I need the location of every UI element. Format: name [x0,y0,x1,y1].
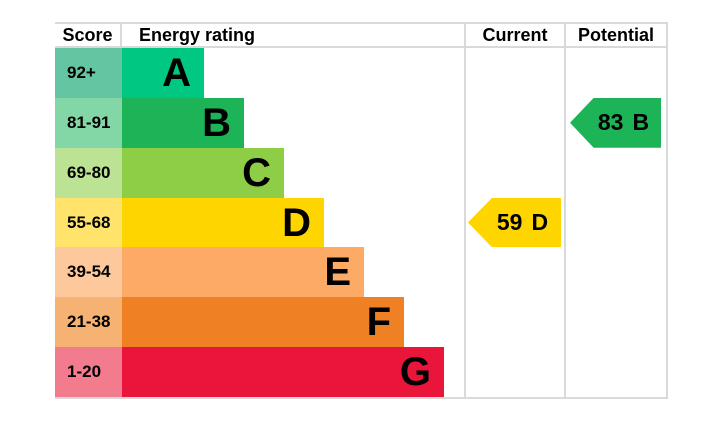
rating-bar-d: D [122,197,324,248]
potential-column-cell [564,247,668,298]
score-column-header: Score [55,24,122,46]
rating-bar-a: A [122,48,204,98]
current-column-header: Current [464,24,564,46]
potential-rating-arrow: 83 B [570,97,661,148]
score-range-a: 92+ [55,48,122,98]
current-column-cell: 59 D [464,197,564,248]
band-letter-b: B [202,100,231,145]
band-rows: 92+ A 81-91 B [55,48,668,399]
band-letter-g: G [399,350,431,395]
band-row-b: 81-91 B 83 B [55,97,668,148]
rating-bar-area: D [122,197,464,248]
current-column-cell [464,297,564,348]
band-row-f: 21-38 F [55,297,668,348]
band-row-d: 55-68 D 59 D [55,197,668,248]
band-letter-f: F [366,300,391,345]
potential-column-cell: 83 B [564,97,668,148]
potential-column-header: Potential [564,24,668,46]
rating-bar-area: F [122,297,464,348]
score-range-f: 21-38 [55,297,122,348]
band-row-e: 39-54 E [55,247,668,298]
band-row-g: 1-20 G [55,347,668,398]
rating-bar-f: F [122,297,404,348]
current-column-cell [464,347,564,398]
current-rating-arrow: 59 D [468,197,561,248]
current-rating-value: 59 [496,209,523,235]
band-row-c: 69-80 C [55,147,668,198]
rating-bar-b: B [122,97,244,148]
current-rating-letter: D [531,209,549,235]
band-letter-d: D [282,200,311,245]
rating-bar-area: A [122,48,464,98]
rating-bar-g: G [122,347,444,398]
rating-bar-area: G [122,347,464,398]
potential-column-cell [564,48,668,98]
rating-bar-e: E [122,247,364,298]
current-column-cell [464,97,564,148]
rating-bar-area: C [122,147,464,198]
band-row-a: 92+ A [55,48,668,98]
score-range-g: 1-20 [55,347,122,398]
band-letter-a: A [162,50,191,95]
current-column-cell [464,48,564,98]
table-header-row: Score Energy rating Current Potential [55,22,668,48]
potential-rating-value: 83 [597,109,624,136]
energy-rating-column-header: Energy rating [139,24,256,45]
current-column-cell [464,247,564,298]
rating-bar-area: B [122,97,464,148]
potential-column-cell [564,197,668,248]
potential-column-cell [564,147,668,198]
score-range-d: 55-68 [55,197,122,248]
potential-column-cell [564,347,668,398]
score-range-e: 39-54 [55,247,122,298]
band-letter-e: E [324,250,351,295]
potential-rating-letter: B [632,109,650,136]
band-letter-c: C [242,150,271,195]
rating-bar-area: E [122,247,464,298]
epc-table: Score Energy rating Current Potential 92… [55,22,668,399]
score-range-b: 81-91 [55,97,122,148]
current-column-cell [464,147,564,198]
potential-column-cell [564,297,668,348]
rating-bar-c: C [122,147,284,198]
score-range-c: 69-80 [55,147,122,198]
